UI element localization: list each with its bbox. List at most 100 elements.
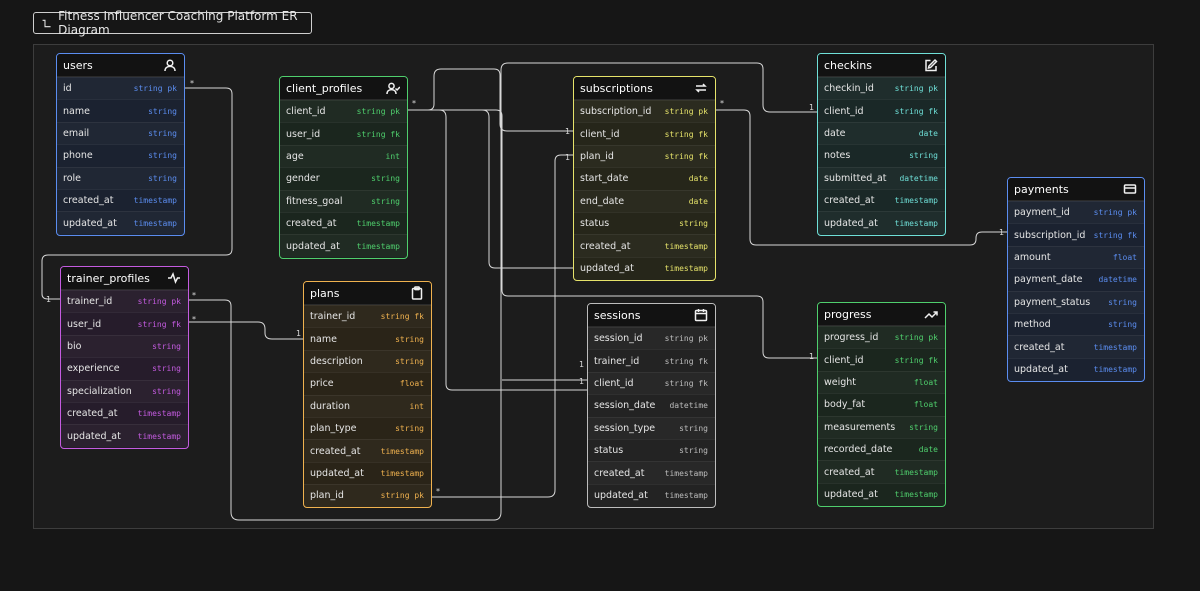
field-row[interactable]: user_id string fk	[280, 122, 407, 144]
field-row[interactable]: created_at timestamp	[574, 234, 715, 256]
field-row[interactable]: gender string	[280, 167, 407, 189]
entity-header[interactable]: trainer_profiles	[61, 267, 188, 290]
field-row[interactable]: user_id string fk	[61, 312, 188, 334]
field-row[interactable]: created_at timestamp	[304, 439, 431, 461]
field-row[interactable]: age int	[280, 144, 407, 167]
field-row[interactable]: body_fat float	[818, 393, 945, 415]
field-row[interactable]: client_id string fk	[588, 371, 715, 394]
field-row[interactable]: email string	[57, 121, 184, 144]
field-type: float	[399, 379, 424, 389]
entity-header[interactable]: client_profiles	[280, 77, 407, 100]
field-row[interactable]: plan_id string pk	[304, 484, 431, 506]
field-row[interactable]: created_at timestamp	[57, 188, 184, 211]
field-row[interactable]: updated_at timestamp	[61, 424, 188, 446]
field-row[interactable]: name string	[304, 327, 431, 349]
field-type: timestamp	[137, 409, 181, 419]
field-row[interactable]: duration int	[304, 394, 431, 417]
field-row[interactable]: notes string	[818, 144, 945, 166]
entity-header[interactable]: subscriptions	[574, 77, 715, 100]
field-type: string	[152, 386, 181, 396]
field-row[interactable]: role string	[57, 166, 184, 189]
field-row[interactable]: updated_at timestamp	[818, 482, 945, 505]
field-name: user_id	[286, 128, 321, 140]
entity-checkins[interactable]: checkins checkin_id string pk client_id stri…	[817, 53, 946, 236]
field-row[interactable]: trainer_id string pk	[61, 290, 188, 312]
field-row[interactable]: plan_type string	[304, 416, 431, 439]
field-row[interactable]: updated_at timestamp	[574, 256, 715, 279]
entity-trainer-profiles[interactable]: trainer_profiles trainer_id string pk user_…	[60, 266, 189, 449]
entity-progress[interactable]: progress progress_id string pk client_id str…	[817, 302, 946, 507]
field-name: updated_at	[824, 217, 878, 229]
field-row[interactable]: trainer_id string fk	[304, 305, 431, 327]
field-row[interactable]: created_at timestamp	[818, 188, 945, 211]
field-row[interactable]: created_at timestamp	[588, 461, 715, 483]
field-row[interactable]: client_id string fk	[818, 99, 945, 121]
field-row[interactable]: price float	[304, 372, 431, 394]
field-row[interactable]: payment_status string	[1008, 290, 1144, 313]
field-row[interactable]: amount float	[1008, 245, 1144, 268]
field-row[interactable]: experience string	[61, 357, 188, 379]
field-row[interactable]: subscription_id string fk	[1008, 223, 1144, 245]
field-row[interactable]: payment_date datetime	[1008, 268, 1144, 290]
field-row[interactable]: date date	[818, 121, 945, 144]
field-row[interactable]: session_date datetime	[588, 394, 715, 416]
field-row[interactable]: name string	[57, 99, 184, 121]
field-type: timestamp	[664, 263, 708, 273]
field-row[interactable]: updated_at timestamp	[280, 234, 407, 256]
field-row[interactable]: measurements string	[818, 415, 945, 438]
field-row[interactable]: start_date date	[574, 167, 715, 189]
field-row[interactable]: created_at timestamp	[1008, 335, 1144, 357]
field-row[interactable]: specialization string	[61, 379, 188, 402]
field-row[interactable]: end_date date	[574, 189, 715, 212]
field-row[interactable]: subscription_id string pk	[574, 100, 715, 122]
field-row[interactable]: session_type string	[588, 416, 715, 439]
field-row[interactable]: client_id string fk	[574, 122, 715, 144]
field-row[interactable]: payment_id string pk	[1008, 201, 1144, 223]
calendar-icon	[694, 309, 708, 322]
entity-sessions[interactable]: sessions session_id string pk trainer_id str…	[587, 303, 716, 508]
field-name: end_date	[580, 195, 625, 207]
field-row[interactable]: client_id string fk	[818, 348, 945, 370]
entity-header[interactable]: plans	[304, 282, 431, 305]
field-row[interactable]: updated_at timestamp	[588, 483, 715, 506]
field-row[interactable]: phone string	[57, 144, 184, 166]
field-row[interactable]: created_at timestamp	[61, 401, 188, 424]
field-name: updated_at	[1014, 363, 1068, 375]
entity-header[interactable]: checkins	[818, 54, 945, 77]
field-row[interactable]: session_id string pk	[588, 327, 715, 349]
field-row[interactable]: checkin_id string pk	[818, 77, 945, 99]
field-row[interactable]: created_at timestamp	[280, 211, 407, 234]
field-name: trainer_id	[67, 296, 113, 308]
field-row[interactable]: updated_at timestamp	[304, 461, 431, 484]
field-row[interactable]: weight float	[818, 370, 945, 393]
field-row[interactable]: fitness_goal string	[280, 189, 407, 212]
field-row[interactable]: trainer_id string fk	[588, 349, 715, 371]
field-row[interactable]: created_at timestamp	[818, 460, 945, 482]
field-row[interactable]: description string	[304, 349, 431, 372]
field-name: trainer_id	[594, 355, 640, 367]
field-row[interactable]: progress_id string pk	[818, 326, 945, 348]
field-row[interactable]: submitted_at datetime	[818, 166, 945, 189]
field-row[interactable]: updated_at timestamp	[1008, 357, 1144, 380]
entity-header[interactable]: sessions	[588, 304, 715, 327]
field-row[interactable]: plan_id string fk	[574, 144, 715, 167]
field-row[interactable]: updated_at timestamp	[818, 211, 945, 233]
entity-client-profiles[interactable]: client_profiles client_id string pk user_id…	[279, 76, 408, 259]
entity-users[interactable]: users id string pk name string email string pho…	[56, 53, 185, 236]
entity-header[interactable]: users	[57, 54, 184, 77]
entity-header[interactable]: progress	[818, 303, 945, 326]
field-row[interactable]: recorded_date date	[818, 437, 945, 460]
entity-subscriptions[interactable]: subscriptions subscription_id string pk cli…	[573, 76, 716, 281]
field-type: int	[409, 401, 424, 411]
field-row[interactable]: method string	[1008, 312, 1144, 335]
field-row[interactable]: client_id string pk	[280, 100, 407, 122]
entity-plans[interactable]: plans trainer_id string fk name string descri…	[303, 281, 432, 508]
field-row[interactable]: status string	[574, 211, 715, 234]
entity-payments[interactable]: payments payment_id string pk subscription_…	[1007, 177, 1145, 382]
field-row[interactable]: id string pk	[57, 77, 184, 99]
field-row[interactable]: status string	[588, 438, 715, 461]
field-row[interactable]: bio string	[61, 334, 188, 357]
entity-header[interactable]: payments	[1008, 178, 1144, 201]
field-type: string	[909, 151, 938, 161]
field-row[interactable]: updated_at timestamp	[57, 211, 184, 233]
